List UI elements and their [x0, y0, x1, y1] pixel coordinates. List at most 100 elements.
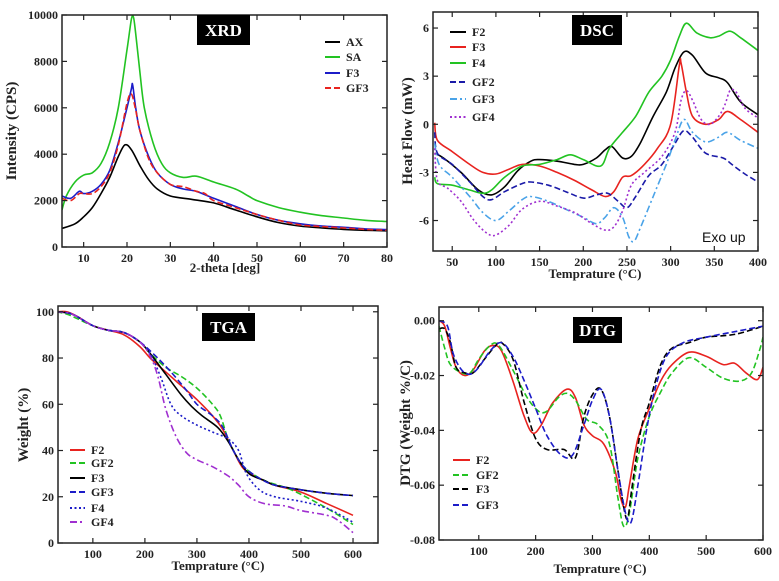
legend-label: GF3 — [476, 498, 499, 512]
series-line-f2 — [434, 50, 758, 196]
legend-label: F3 — [472, 40, 485, 54]
x-tick-label: 300 — [583, 544, 601, 558]
legend-label: GF3 — [346, 81, 369, 95]
series-line-gf2 — [439, 326, 763, 528]
legend-label: GF2 — [91, 456, 114, 470]
panel-dsc: 50 100 150 200 250 300 350 400 -6 -3 0 3 6 Temprature… — [400, 11, 767, 281]
chart-title: XRD — [205, 21, 242, 40]
x-axis-label: Temprature (°C) — [549, 266, 642, 281]
y-tick-label: 40 — [42, 444, 54, 458]
series-line-sa — [62, 15, 387, 223]
legend-label: F2 — [472, 25, 485, 39]
x-tick-label: 200 — [136, 547, 154, 561]
series-line-f3 — [439, 325, 763, 520]
y-tick-label: 3 — [423, 69, 429, 83]
legend-label: F3 — [91, 471, 104, 485]
x-tick-label: 300 — [662, 255, 680, 269]
plot-frame — [57, 305, 379, 544]
plot-frame — [61, 14, 388, 248]
y-tick-label: 0 — [48, 536, 54, 550]
panel-dtg: 100 200 300 400 500 600 -0.08 -0.06 -0.04 -0.02 0.… — [398, 306, 772, 576]
series-group — [439, 319, 763, 528]
legend-label: F3 — [346, 66, 359, 80]
x-tick-label: 100 — [470, 544, 488, 558]
x-tick-label: 100 — [487, 255, 505, 269]
y-tick-label: -0.08 — [410, 533, 435, 547]
y-axis-label: Intensity (CPS) — [4, 82, 20, 181]
legend-label: AX — [346, 35, 364, 49]
x-tick-label: 200 — [574, 255, 592, 269]
y-tick-label: 20 — [42, 490, 54, 504]
legend-label: GF4 — [91, 515, 114, 529]
y-tick-label: -0.06 — [410, 478, 435, 492]
plot-frame — [438, 306, 764, 541]
series-line-gf4 — [433, 88, 758, 237]
y-tick-label: 100 — [36, 305, 54, 319]
series-line-gf3 — [439, 319, 763, 525]
x-tick-label: 250 — [618, 255, 636, 269]
y-tick-label: 0 — [423, 117, 429, 131]
series-line-f4 — [58, 311, 354, 523]
legend-label: SA — [346, 50, 362, 64]
x-tick-label: 200 — [527, 544, 545, 558]
y-tick-label: 80 — [42, 351, 54, 365]
series-line-gf4 — [58, 311, 354, 534]
panel-tga: 100 200 300 400 500 600 0 20 40 60 80 100 Temprature… — [16, 305, 379, 573]
series-group — [433, 22, 758, 243]
y-tick-label: 2000 — [34, 194, 58, 208]
series-line-f4 — [433, 22, 758, 195]
series-line-f3 — [62, 82, 387, 231]
x-tick-label: 350 — [705, 255, 723, 269]
legend-label: F4 — [472, 56, 485, 70]
y-tick-label: -0.04 — [410, 423, 435, 437]
y-tick-label: -6 — [419, 214, 429, 228]
x-tick-label: 10 — [78, 251, 90, 265]
y-tick-label: 4000 — [34, 147, 58, 161]
panel-xrd: 10 20 30 40 50 60 70 80 0 2000 4000 6000 8000 10000 2-… — [4, 8, 393, 275]
chart-title: TGA — [210, 318, 248, 337]
x-tick-label: 50 — [251, 251, 263, 265]
y-tick-label: 60 — [42, 397, 54, 411]
x-tick-label: 600 — [344, 547, 362, 561]
chart-title-box — [197, 15, 250, 45]
series-line-ax — [62, 143, 387, 232]
x-tick-label: 80 — [381, 251, 393, 265]
plot-frame — [432, 11, 759, 252]
x-tick-label: 70 — [338, 251, 350, 265]
legend-label: GF3 — [91, 485, 114, 499]
y-tick-label: 10000 — [28, 8, 58, 22]
y-axis-label: Weight (%) — [16, 388, 32, 463]
x-tick-label: 500 — [697, 544, 715, 558]
y-tick-label: 8000 — [34, 54, 58, 68]
x-tick-label: 100 — [84, 547, 102, 561]
y-tick-label: 0.00 — [414, 314, 435, 328]
y-axis-label: Heat Flow (mW) — [400, 77, 416, 184]
x-axis-label: Temprature (°C) — [554, 561, 647, 576]
x-tick-label: 30 — [164, 251, 176, 265]
series-line-gf3 — [433, 118, 758, 243]
series-group — [62, 15, 387, 232]
x-tick-label: 150 — [531, 255, 549, 269]
x-tick-label: 50 — [446, 255, 458, 269]
y-tick-label: -0.02 — [410, 369, 435, 383]
chart-title-box — [573, 317, 622, 343]
series-line-f3 — [433, 57, 758, 198]
x-tick-label: 600 — [754, 544, 772, 558]
legend-label: F3 — [476, 482, 489, 496]
x-axis-label: Temprature (°C) — [172, 558, 265, 573]
legend-label: GF3 — [472, 92, 495, 106]
legend-label: GF2 — [476, 468, 499, 482]
x-tick-label: 20 — [121, 251, 133, 265]
x-tick-label: 40 — [208, 251, 220, 265]
x-axis-label: 2-theta [deg] — [190, 260, 260, 275]
chart-title: DSC — [580, 21, 614, 40]
series-line-f2 — [439, 320, 763, 509]
legend-label: F2 — [91, 443, 104, 457]
legend-label: F2 — [476, 453, 489, 467]
x-tick-label: 400 — [749, 255, 767, 269]
series-group — [58, 310, 354, 534]
x-tick-label: 500 — [292, 547, 310, 561]
chart-title-box — [202, 313, 255, 341]
x-tick-label: 400 — [240, 547, 258, 561]
